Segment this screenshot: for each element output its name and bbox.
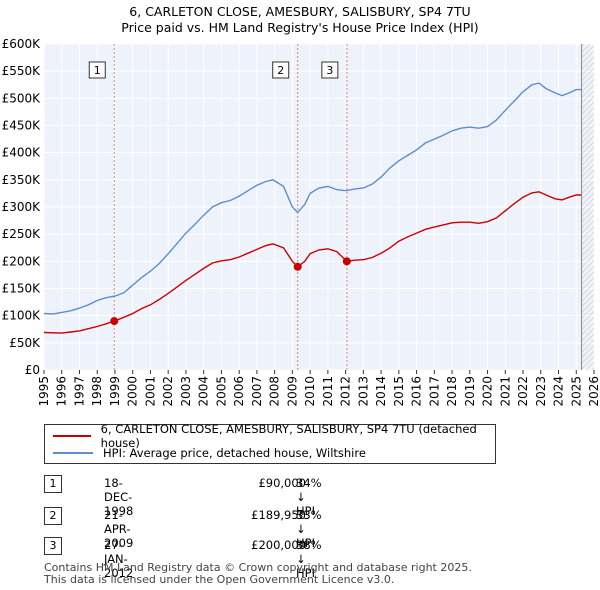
sale-label: 3 bbox=[321, 61, 339, 79]
y-tick-label: £150K bbox=[2, 282, 42, 296]
transaction-price: £90,000 bbox=[258, 476, 306, 490]
sale-label-text: 2 bbox=[277, 64, 284, 77]
legend-swatch-property bbox=[53, 435, 91, 437]
x-tick-label: 1996 bbox=[55, 376, 69, 407]
y-tick-label: £400K bbox=[2, 146, 42, 160]
x-axis: 1995 1996 1997 1998 1999 2000 2001 2002 2003 2004… bbox=[37, 370, 600, 407]
transaction-price: £189,950 bbox=[251, 508, 306, 522]
x-tick-label: 2000 bbox=[126, 376, 140, 407]
transaction-number: 1 bbox=[44, 475, 62, 493]
transaction-number: 2 bbox=[44, 507, 62, 525]
y-tick-label: £450K bbox=[2, 119, 42, 133]
x-tick-label: 2014 bbox=[374, 376, 388, 407]
chart-title: 6, CARLETON CLOSE, AMESBURY, SALISBURY, … bbox=[129, 4, 471, 19]
x-tick-label: 2024 bbox=[552, 376, 566, 407]
x-tick-label: 2019 bbox=[463, 376, 477, 407]
x-tick-label: 2012 bbox=[339, 376, 353, 407]
chart-subtitle: Price paid vs. HM Land Registry's House … bbox=[121, 20, 479, 35]
transaction-hpi-diff: 38% ↓ HPI bbox=[296, 538, 322, 580]
sale-point bbox=[293, 262, 302, 271]
legend-label-hpi: HPI: Average price, detached house, Wilt… bbox=[103, 446, 366, 460]
transaction-date: 27-JAN-2012 bbox=[104, 538, 134, 580]
x-tick-label: 2010 bbox=[303, 376, 317, 407]
x-tick-label: 2017 bbox=[427, 376, 441, 407]
y-tick-label: £100K bbox=[2, 309, 42, 323]
x-tick-label: 2001 bbox=[143, 376, 157, 407]
price-chart: 1 2 3 £0 £50K £100K £150K £200K £250K £300K £350K… bbox=[2, 37, 600, 407]
x-tick-label: 2011 bbox=[321, 376, 335, 407]
transaction-hpi-diff: 33% ↓ HPI bbox=[296, 508, 322, 550]
legend-label-property: 6, CARLETON CLOSE, AMESBURY, SALISBURY, … bbox=[100, 422, 477, 450]
footer-licence: This data is licensed under the Open Gov… bbox=[44, 573, 395, 586]
gridlines bbox=[43, 43, 595, 371]
sale-point bbox=[110, 317, 119, 326]
y-tick-label: £600K bbox=[2, 37, 42, 51]
y-axis: £0 £50K £100K £150K £200K £250K £300K £350K £400… bbox=[2, 37, 42, 377]
y-tick-label: £50K bbox=[9, 336, 41, 350]
x-tick-label: 1995 bbox=[37, 376, 51, 407]
sale-label-box bbox=[272, 61, 290, 79]
transaction-hpi-diff: 34% ↓ HPI bbox=[296, 476, 322, 518]
y-tick-label: £200K bbox=[2, 254, 42, 268]
x-tick-label: 2013 bbox=[356, 376, 370, 407]
x-tick-label: 2016 bbox=[410, 376, 424, 407]
x-tick-label: 2015 bbox=[392, 376, 406, 407]
sale-labels: 1 2 3 bbox=[88, 61, 339, 79]
sale-label: 2 bbox=[272, 61, 290, 79]
sale-label-text: 3 bbox=[326, 64, 333, 77]
y-tick-label: £0 bbox=[25, 363, 40, 377]
legend-swatch-hpi bbox=[53, 452, 93, 454]
x-tick-label: 2002 bbox=[161, 376, 175, 407]
legend-item-hpi: HPI: Average price, detached house, Wilt… bbox=[53, 445, 366, 461]
legend-item-property: 6, CARLETON CLOSE, AMESBURY, SALISBURY, … bbox=[53, 422, 495, 450]
hpi-series-line bbox=[43, 82, 582, 315]
x-tick-label: 2009 bbox=[285, 376, 299, 407]
sale-label-box bbox=[88, 61, 106, 79]
x-tick-label: 1999 bbox=[108, 376, 122, 407]
x-tick-label: 1997 bbox=[72, 376, 86, 407]
transaction-price: £200,000 bbox=[251, 538, 306, 552]
x-tick-label: 2018 bbox=[445, 376, 459, 407]
y-tick-label: £350K bbox=[2, 173, 42, 187]
x-tick-label: 2007 bbox=[250, 376, 264, 407]
sale-label-text: 1 bbox=[94, 64, 101, 77]
y-tick-label: £250K bbox=[2, 227, 42, 241]
x-tick-label: 2021 bbox=[498, 376, 512, 407]
y-tick-label: £500K bbox=[2, 91, 42, 105]
x-tick-label: 2022 bbox=[516, 376, 530, 407]
property-series-line bbox=[43, 191, 582, 334]
sale-point bbox=[342, 257, 351, 266]
sale-label: 1 bbox=[88, 61, 106, 79]
sale-label-box bbox=[321, 61, 339, 79]
y-tick-label: £550K bbox=[2, 64, 42, 78]
x-tick-label: 2026 bbox=[587, 376, 600, 407]
x-tick-label: 2005 bbox=[214, 376, 228, 407]
forecast-hatch bbox=[581, 44, 594, 370]
x-tick-label: 2023 bbox=[534, 376, 548, 407]
x-tick-label: 1998 bbox=[90, 376, 104, 407]
x-tick-label: 2008 bbox=[268, 376, 282, 407]
transaction-date: 18-DEC-1998 bbox=[104, 476, 134, 518]
sale-points bbox=[110, 257, 351, 326]
transaction-date: 21-APR-2009 bbox=[104, 508, 134, 550]
x-tick-label: 2025 bbox=[569, 376, 583, 407]
transaction-number: 3 bbox=[44, 537, 62, 555]
y-tick-label: £300K bbox=[2, 200, 42, 214]
x-tick-label: 2003 bbox=[179, 376, 193, 407]
x-tick-label: 2006 bbox=[232, 376, 246, 407]
x-tick-label: 2004 bbox=[197, 376, 211, 407]
legend: 6, CARLETON CLOSE, AMESBURY, SALISBURY, … bbox=[44, 422, 496, 464]
footer-copyright: Contains HM Land Registry data © Crown c… bbox=[44, 561, 472, 574]
x-tick-label: 2020 bbox=[481, 376, 495, 407]
